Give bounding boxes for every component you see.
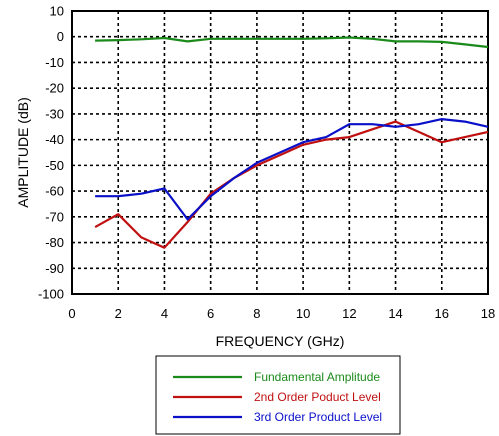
x-tick-label: 12 [342,306,356,321]
y-tick-label: -40 [45,132,64,147]
series-lines [94,36,489,249]
y-axis-title: AMPLITUDE (dB) [15,97,31,207]
x-tick-label: 2 [115,306,122,321]
legend-box [155,355,401,435]
legend-label-1: Fundamental Amplitude [254,370,380,384]
legend-label-2: 2nd Order Poduct Level [254,390,381,404]
y-tick-label: -20 [45,81,64,96]
y-tick-label: -30 [45,106,64,121]
y-tick-label: -50 [45,158,64,173]
plot-area [71,10,489,295]
x-tick-label: 16 [435,306,449,321]
legend-label-3: 3rd Order Product Level [254,410,382,424]
x-tick-label: 6 [207,306,214,321]
y-tick-label: -80 [45,235,64,250]
series-line-2 [94,120,489,249]
y-tick-label: -70 [45,209,64,224]
y-tick-label: -100 [38,287,64,302]
x-tick-label: 8 [253,306,260,321]
y-tick-label: -90 [45,261,64,276]
series-line-1 [95,36,489,49]
x-tick-label: 14 [388,306,402,321]
x-tick-label: 18 [481,306,495,321]
axis-ticks: 0 2 4 6 8 10 12 14 16 18 10 0 -10 -20 -30 -40 -50 -60 -70 -… [38,4,495,322]
series-line-3 [95,117,489,221]
x-tick-label: 4 [161,306,168,321]
x-tick-label: 0 [68,306,75,321]
y-tick-label: 10 [50,4,64,19]
x-tick-label: 10 [296,306,310,321]
y-tick-label: -10 [45,55,64,70]
legend: Fundamental Amplitude 2nd Order Poduct Le… [155,355,401,435]
y-tick-label: 0 [57,29,64,44]
x-axis-title: FREQUENCY (GHz) [216,333,345,349]
y-tick-label: -60 [45,184,64,199]
